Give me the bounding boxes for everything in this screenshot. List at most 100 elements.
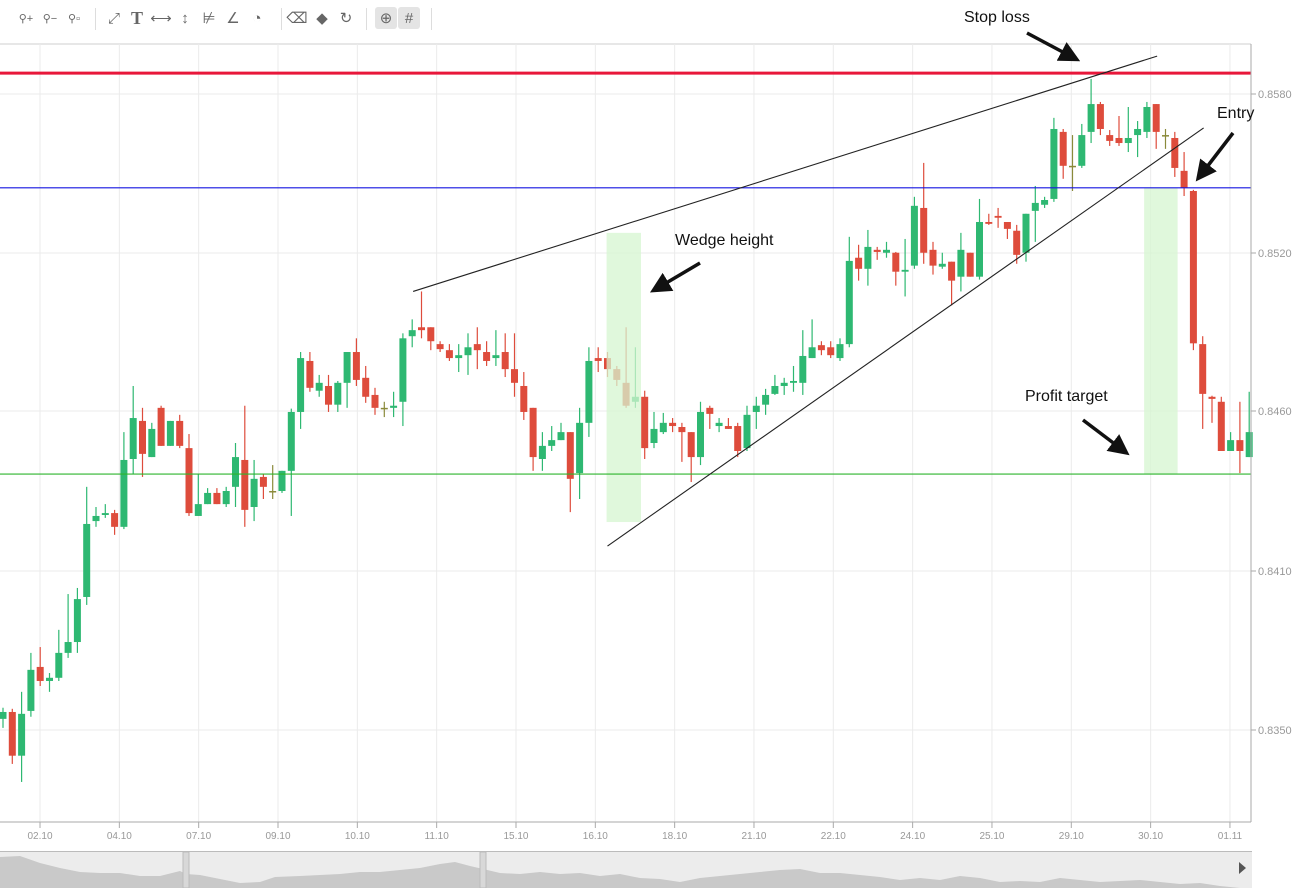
candle	[176, 414, 184, 449]
candle	[157, 405, 165, 446]
x-tick-label: 09.10	[265, 831, 290, 842]
candle-body	[1050, 128, 1058, 199]
candle-body	[343, 352, 351, 383]
candle	[92, 507, 100, 527]
highlight-zone[interactable]	[606, 232, 641, 523]
candle	[1031, 185, 1039, 242]
candle	[966, 252, 974, 277]
horizontal-line-icon[interactable]: ⟷	[150, 10, 172, 27]
candle-body	[213, 492, 221, 505]
candle-body	[390, 405, 398, 408]
candle	[669, 418, 677, 433]
candle-body	[455, 355, 463, 359]
candle-body	[566, 432, 574, 479]
candle-body	[380, 407, 388, 410]
crosshair-icon[interactable]: ⊕	[375, 7, 397, 29]
candle-body	[985, 221, 993, 224]
candle-body	[232, 457, 239, 487]
navigator-scrollbar[interactable]	[0, 851, 1252, 889]
candle-body	[585, 360, 593, 423]
x-tick-label: 22.10	[821, 831, 846, 842]
x-tick-label: 04.10	[107, 831, 132, 842]
drawing-overlays[interactable]	[0, 31, 1251, 547]
navigator-right-handle[interactable]	[479, 851, 487, 889]
eraser-icon[interactable]: ⌫	[286, 10, 308, 27]
trend-line-icon[interactable]: ⤢	[107, 9, 120, 27]
candle-body	[1003, 221, 1011, 229]
candle	[817, 341, 825, 356]
candle-body	[845, 260, 853, 345]
candle	[371, 387, 379, 415]
x-tick-label: 18.10	[662, 831, 687, 842]
candle-body	[901, 269, 909, 272]
candle	[306, 352, 314, 392]
grid-icon[interactable]: #	[398, 7, 420, 29]
zoom-out-icon[interactable]: ⚲−	[42, 12, 58, 25]
zoom-in-icon[interactable]: ⚲+	[18, 12, 34, 25]
candle-body	[269, 491, 277, 493]
fib-retracement-icon[interactable]: ⊭	[202, 10, 216, 27]
candle-body	[1152, 104, 1160, 132]
text-tool-icon[interactable]: T	[130, 7, 143, 28]
candle	[473, 327, 481, 370]
zoom-reset-icon[interactable]: ⚲▫	[68, 12, 80, 25]
candle-body	[994, 215, 1002, 218]
candle-body	[287, 411, 295, 471]
candle-body	[1096, 104, 1104, 129]
candle-body	[929, 249, 937, 266]
scroll-right-arrow-icon[interactable]	[1239, 862, 1246, 874]
candle	[529, 407, 537, 471]
fib-fan-icon[interactable]: ∠	[226, 10, 240, 27]
candle-body	[120, 459, 128, 527]
candle-body	[1022, 213, 1030, 253]
candle-body	[743, 414, 751, 449]
candle-body	[966, 252, 974, 277]
candle	[548, 426, 556, 451]
candle-body	[259, 476, 267, 487]
x-tick-label: 29.10	[1059, 831, 1084, 842]
candle	[73, 587, 81, 653]
wedge-upper-trend-line[interactable]	[412, 55, 1158, 292]
candle-body	[1069, 165, 1076, 168]
candle	[1134, 121, 1142, 158]
candle-body	[910, 205, 918, 266]
candle-body	[734, 426, 742, 451]
candle-body	[976, 221, 983, 277]
candle-body	[194, 504, 202, 516]
x-tick-label: 16.10	[583, 831, 608, 842]
wedge-height-arrow-icon	[649, 261, 701, 293]
candle-body	[538, 445, 546, 459]
toolbar-separator	[95, 8, 96, 30]
vertical-line-icon[interactable]: ↕	[181, 9, 189, 27]
candle-body	[473, 344, 481, 351]
candle	[929, 241, 937, 275]
candle	[762, 388, 770, 415]
entry-arrow-icon	[1195, 131, 1235, 182]
eraser-all-icon[interactable]: ◆	[316, 10, 328, 27]
candle	[8, 708, 16, 764]
candle	[1217, 396, 1225, 451]
candle-body	[948, 261, 956, 281]
fib-arc-icon[interactable]: ◔	[252, 9, 262, 27]
navigator-left-handle[interactable]	[182, 851, 190, 889]
highlight-zone[interactable]	[1144, 187, 1178, 475]
chart-grid	[0, 43, 1251, 822]
candle	[1106, 130, 1114, 146]
candle	[938, 252, 946, 269]
candle	[390, 391, 398, 418]
wedge-lower-trend-line[interactable]	[607, 127, 1204, 547]
candle	[585, 347, 593, 437]
candle	[1245, 391, 1253, 458]
candle	[27, 652, 35, 717]
candle-body	[855, 257, 863, 269]
candle-body	[222, 491, 230, 505]
candle-body	[687, 432, 695, 458]
candle	[920, 162, 928, 264]
candle-body	[678, 427, 686, 433]
candle-body	[445, 350, 453, 359]
refresh-icon[interactable]: ↻	[339, 10, 353, 27]
candle-body	[557, 432, 565, 441]
candle	[790, 365, 797, 392]
candle-body	[241, 459, 249, 510]
